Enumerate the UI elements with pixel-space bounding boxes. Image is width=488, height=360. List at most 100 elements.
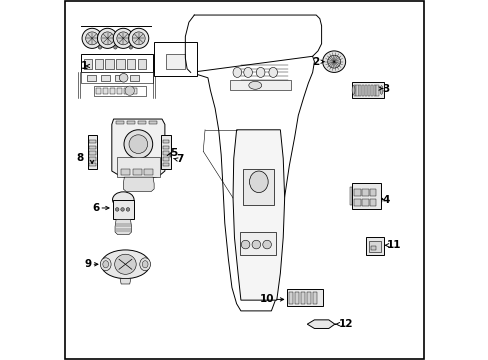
Ellipse shape [322,51,345,72]
Ellipse shape [117,32,129,45]
Text: 3: 3 [382,84,389,94]
Bar [367,85,369,96]
Text: 2: 2 [312,57,319,67]
Ellipse shape [101,32,114,45]
Bar [163,163,169,166]
Ellipse shape [129,135,147,153]
Ellipse shape [100,258,111,271]
Ellipse shape [101,250,149,279]
Bar [286,289,322,306]
Bar [163,145,169,149]
Bar [131,88,136,94]
Bar [362,85,364,96]
Bar [83,59,92,69]
Bar [163,151,169,155]
Bar [116,121,124,125]
Bar [121,168,129,175]
Polygon shape [233,130,284,300]
Polygon shape [306,320,334,328]
Bar [351,82,383,98]
Bar [110,88,115,94]
Ellipse shape [115,254,136,274]
Text: 1: 1 [81,61,88,71]
Ellipse shape [128,28,148,48]
Bar [230,80,290,90]
Ellipse shape [124,130,152,158]
Bar [94,59,103,69]
Bar [126,59,135,69]
Text: 10: 10 [259,294,273,305]
Bar [102,88,108,94]
Bar [362,189,368,196]
Bar [243,169,274,205]
Bar [294,292,298,304]
Bar [376,85,378,96]
Bar [89,157,96,161]
Ellipse shape [98,45,102,49]
Bar [89,151,96,155]
Bar [88,135,97,169]
Text: 9: 9 [84,259,91,269]
Bar [89,163,96,166]
Ellipse shape [82,28,102,48]
Ellipse shape [119,73,128,82]
Ellipse shape [126,208,129,211]
Bar [359,85,361,96]
Bar [105,59,114,69]
Bar [137,59,146,69]
Bar [369,189,376,196]
Ellipse shape [97,28,117,48]
Bar [117,157,159,177]
Polygon shape [112,119,164,178]
Text: 5: 5 [170,148,177,158]
Ellipse shape [262,240,271,249]
Text: 4: 4 [382,195,389,205]
Bar [144,168,153,175]
Ellipse shape [351,86,354,94]
Ellipse shape [112,192,134,208]
Bar [362,199,368,206]
Bar [366,237,384,255]
Ellipse shape [248,81,261,89]
Bar [132,168,142,175]
Text: 11: 11 [386,240,401,250]
Bar [312,292,317,304]
Bar [127,121,135,125]
Text: 6: 6 [92,203,99,213]
Bar [165,54,185,69]
Bar [300,292,305,304]
Bar [161,135,170,169]
Bar [356,85,358,96]
Polygon shape [190,56,314,311]
Bar [115,75,124,81]
Ellipse shape [113,45,117,49]
Bar [364,85,366,96]
Bar [86,75,96,81]
Ellipse shape [121,208,124,211]
Text: 12: 12 [338,319,352,329]
Bar [351,183,380,209]
Ellipse shape [140,258,150,271]
Bar [113,200,133,220]
Bar [373,85,375,96]
Bar [154,42,197,76]
Ellipse shape [125,86,134,95]
Ellipse shape [379,86,382,94]
Ellipse shape [102,261,108,268]
Bar [369,199,376,206]
Bar [81,54,153,72]
Bar [353,85,355,96]
Ellipse shape [142,261,148,268]
Bar [368,241,380,252]
Bar [117,88,122,94]
Bar [349,187,352,205]
Ellipse shape [241,240,249,249]
Bar [124,88,129,94]
Bar [288,292,292,304]
Ellipse shape [244,67,252,77]
Ellipse shape [268,67,277,77]
Ellipse shape [256,67,264,77]
Ellipse shape [249,171,267,193]
Bar [94,86,145,96]
Ellipse shape [327,55,340,68]
